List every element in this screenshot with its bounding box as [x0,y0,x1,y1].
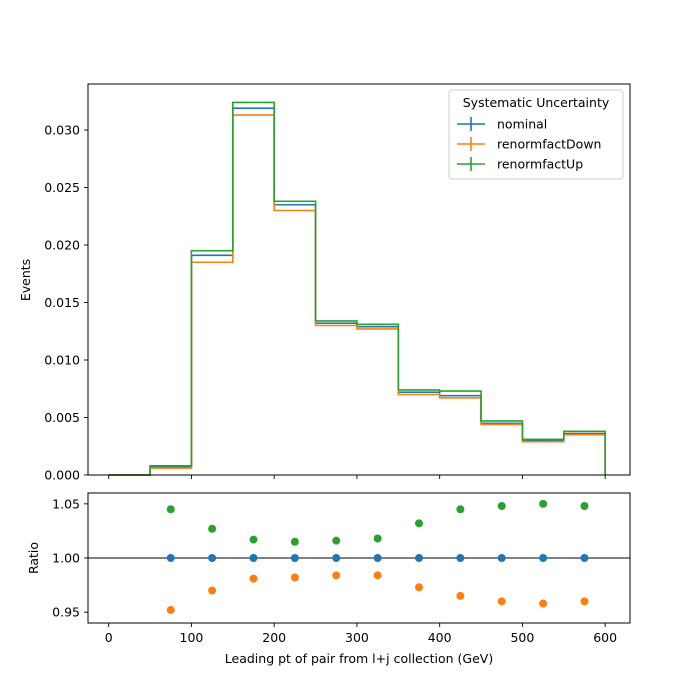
main-series-layer [108,101,606,476]
ratio-x-tick-label: 200 [262,630,286,645]
ratio-point-nominal [539,554,548,562]
legend-box [448,89,624,180]
ratio-y-ticks: 0.95 1.00 1.05 [52,496,88,620]
main-y-tick-label: 0.015 [44,295,80,310]
ratio-x-tick-label: 500 [510,630,534,645]
histogram-renormfactUp [108,101,606,476]
ratio-panel: 0 100 200 300 400 500 600 0.95 1.00 1.05 Ratio L… [26,492,631,666]
main-y-tick-label: 0.010 [44,353,80,368]
ratio-point-renormfactUp [539,499,548,508]
ratio-point-renormfactDown [290,573,299,582]
legend: Systematic Uncertainty nominal renormfact… [448,89,624,180]
ratio-x-tick-label: 0 [105,630,113,645]
ratio-point-nominal [290,554,299,562]
main-plot-frame [87,83,631,476]
ratio-point-renormfactUp [332,536,341,545]
ratio-point-nominal [414,554,423,562]
ratio-point-nominal [373,554,382,562]
ratio-point-renormfactUp [497,502,506,510]
main-y-axis-label: Events [18,259,33,301]
main-y-tick-label: 0.030 [44,123,80,138]
main-y-tick-label: 0.025 [44,180,80,195]
ratio-point-renormfactUp [580,502,589,510]
legend-label-nominal: nominal [497,117,547,132]
ratio-point-renormfactDown [166,606,175,614]
ratio-point-nominal [249,554,258,562]
legend-entries: nominal renormfactDown renormfactUp [457,117,601,172]
x-axis-label: Leading pt of pair from l+j collection (… [225,651,493,666]
ratio-point-nominal [332,554,341,562]
ratio-y-tick-label: 1.00 [52,551,80,566]
main-y-tick-label: 0.000 [44,468,80,483]
legend-title: Systematic Uncertainty [463,95,610,110]
ratio-point-renormfactDown [373,571,382,580]
ratio-point-nominal [166,554,175,562]
ratio-y-tick-label: 0.95 [52,605,80,620]
ratio-point-renormfactDown [249,574,258,583]
ratio-x-ticks: 0 100 200 300 400 500 600 [105,623,617,645]
ratio-points-layer [166,499,589,614]
ratio-point-renormfactDown [580,597,589,606]
ratio-point-renormfactUp [290,537,299,546]
ratio-point-renormfactDown [208,586,217,595]
legend-label-renormfactDown: renormfactDown [497,137,601,152]
legend-label-renormfactUp: renormfactUp [497,157,583,172]
main-panel: 0.000 0.005 0.010 0.015 0.020 0.025 0.030 Even… [18,83,631,483]
ratio-x-tick-label: 100 [180,630,204,645]
ratio-point-nominal [580,554,589,562]
main-y-tick-label: 0.020 [44,238,80,253]
ratio-point-renormfactDown [332,571,341,580]
ratio-point-renormfactUp [456,505,465,514]
ratio-y-tick-label: 1.05 [52,496,80,511]
ratio-point-renormfactUp [208,524,217,533]
ratio-point-renormfactDown [497,597,506,606]
ratio-point-renormfactUp [414,519,423,528]
ratio-x-tick-label: 600 [593,630,617,645]
ratio-point-renormfactUp [166,505,175,514]
ratio-point-renormfactDown [456,591,465,600]
ratio-point-renormfactDown [414,583,423,592]
main-x-ticks [108,475,606,479]
main-y-tick-label: 0.005 [44,410,80,425]
ratio-x-tick-label: 300 [345,630,369,645]
ratio-point-renormfactDown [539,599,548,608]
ratio-y-axis-label: Ratio [26,542,41,574]
ratio-point-renormfactUp [373,534,382,543]
ratio-x-tick-label: 400 [428,630,452,645]
ratio-point-renormfactUp [249,535,258,544]
ratio-point-nominal [456,554,465,562]
ratio-point-nominal [497,554,506,562]
ratio-point-nominal [208,554,217,562]
main-y-ticks: 0.000 0.005 0.010 0.015 0.020 0.025 0.030 [44,123,88,483]
